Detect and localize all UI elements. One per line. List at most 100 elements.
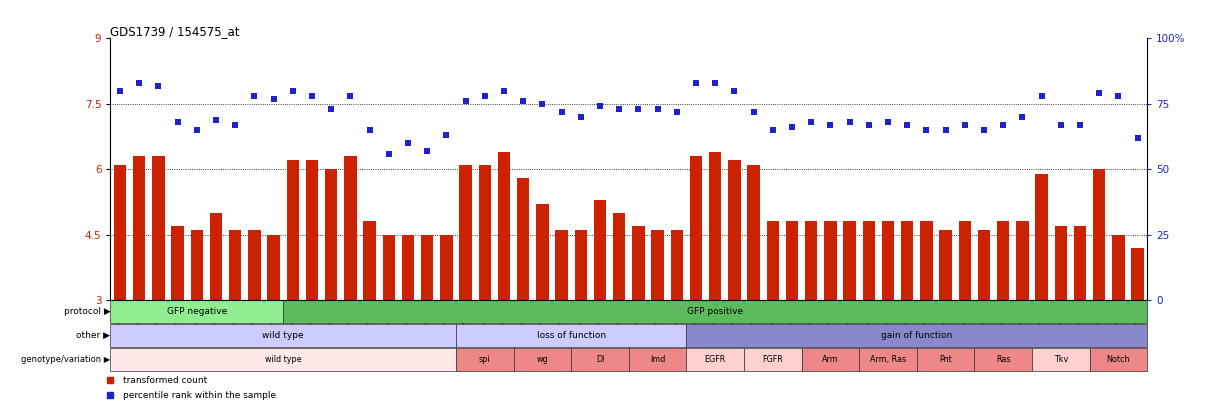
Text: other ▶: other ▶ [76, 331, 110, 340]
Bar [210, 213, 222, 300]
Point [283, 87, 303, 94]
Point [1070, 122, 1090, 128]
Bar [686, 324, 1147, 347]
Bar [440, 234, 453, 300]
Text: Arm: Arm [822, 355, 839, 364]
Bar [133, 156, 146, 300]
Bar [287, 160, 299, 300]
Bar [744, 348, 801, 371]
Text: Arm, Ras: Arm, Ras [870, 355, 906, 364]
Point [686, 80, 706, 86]
Text: Tkv: Tkv [1054, 355, 1067, 364]
Text: spi: spi [479, 355, 491, 364]
Text: GFP positive: GFP positive [687, 307, 744, 316]
Point [955, 122, 974, 128]
Bar [517, 178, 530, 300]
Point [206, 116, 226, 123]
Bar [110, 348, 456, 371]
Text: percentile rank within the sample: percentile rank within the sample [123, 391, 276, 400]
Point [801, 119, 821, 126]
Bar [843, 222, 856, 300]
Text: FGFR: FGFR [762, 355, 783, 364]
Bar [267, 234, 280, 300]
Point [821, 122, 840, 128]
Bar [882, 222, 894, 300]
Bar [401, 234, 415, 300]
Text: gain of function: gain of function [881, 331, 952, 340]
Bar [248, 230, 260, 300]
Point [168, 119, 188, 126]
Bar [974, 348, 1032, 371]
Bar [825, 222, 837, 300]
Bar [1074, 226, 1086, 300]
Bar [709, 152, 721, 300]
Point [725, 87, 745, 94]
Point [936, 127, 956, 133]
Point [648, 106, 667, 112]
Point [571, 114, 590, 120]
Point [437, 132, 456, 139]
Point [974, 127, 994, 133]
Bar [801, 348, 859, 371]
Bar [172, 226, 184, 300]
Point [417, 148, 437, 154]
Point [341, 93, 361, 99]
Bar [1131, 247, 1144, 300]
Bar [594, 200, 606, 300]
Bar [1016, 222, 1028, 300]
Bar [652, 230, 664, 300]
Point [839, 119, 859, 126]
Bar [459, 165, 472, 300]
Bar [190, 230, 204, 300]
Bar [456, 324, 686, 347]
Bar [785, 222, 799, 300]
Bar [421, 234, 433, 300]
Point [917, 127, 936, 133]
Bar [152, 156, 164, 300]
Bar [998, 222, 1010, 300]
Bar [383, 234, 395, 300]
Point [264, 95, 283, 102]
Point [455, 98, 475, 104]
Text: wg: wg [536, 355, 548, 364]
Point [783, 124, 802, 130]
Point [897, 122, 917, 128]
Bar [901, 222, 913, 300]
Point [1128, 134, 1147, 141]
Point [667, 109, 687, 115]
Bar [614, 213, 626, 300]
Text: protocol ▶: protocol ▶ [64, 307, 110, 316]
Bar [110, 301, 283, 323]
Point [148, 82, 168, 89]
Bar [574, 230, 587, 300]
Bar [456, 348, 514, 371]
Bar [690, 156, 702, 300]
Point [610, 106, 629, 112]
Bar [1036, 174, 1048, 300]
Bar [229, 230, 242, 300]
Bar [1032, 348, 1090, 371]
Point [1109, 93, 1129, 99]
Point [379, 150, 399, 157]
Text: wild type: wild type [263, 331, 304, 340]
Bar [536, 204, 548, 300]
Bar [671, 230, 683, 300]
Bar [514, 348, 572, 371]
Bar [917, 348, 974, 371]
Point [763, 127, 783, 133]
Bar [747, 165, 760, 300]
Bar [728, 160, 741, 300]
Bar [325, 169, 337, 300]
Point [706, 80, 725, 86]
Point [187, 127, 206, 133]
Bar [767, 222, 779, 300]
Text: Notch: Notch [1107, 355, 1130, 364]
Bar [940, 230, 952, 300]
Point [590, 103, 610, 110]
Point [1012, 114, 1032, 120]
Point [129, 80, 148, 86]
Text: EGFR: EGFR [704, 355, 726, 364]
Text: Dl: Dl [596, 355, 604, 364]
Bar [1093, 169, 1106, 300]
Bar [859, 348, 917, 371]
